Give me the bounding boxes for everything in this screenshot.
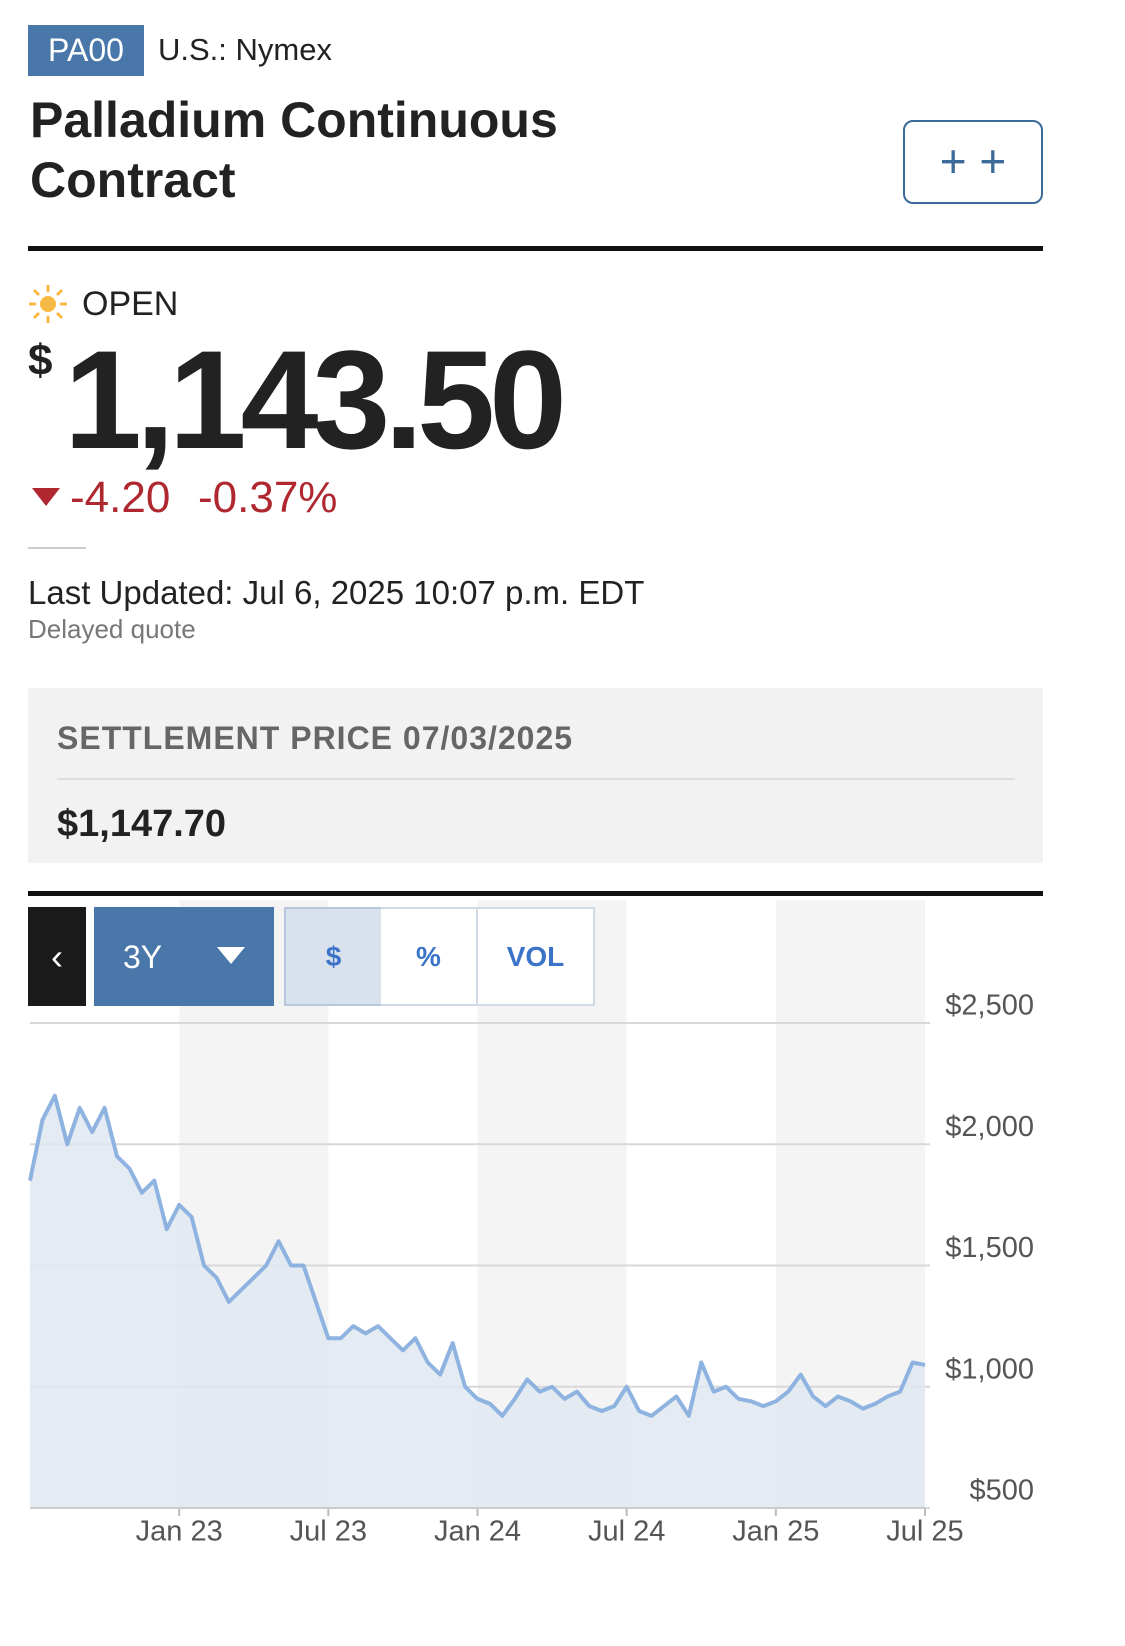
y-tick-label: $2,500 bbox=[945, 990, 1034, 1022]
x-tick-label: Jan 24 bbox=[434, 1516, 521, 1548]
tab-percent[interactable]: % bbox=[381, 907, 478, 1006]
y-tick-label: $1,500 bbox=[945, 1232, 1034, 1264]
y-tick-label: $1,000 bbox=[945, 1353, 1034, 1385]
x-tick-label: Jan 23 bbox=[136, 1516, 223, 1548]
x-tick-label: Jul 23 bbox=[290, 1516, 367, 1548]
currency-symbol: $ bbox=[28, 336, 53, 385]
down-arrow bbox=[32, 488, 60, 506]
tab-volume[interactable]: VOL bbox=[478, 907, 595, 1006]
area bbox=[30, 1095, 925, 1508]
tab-dollar[interactable]: $ bbox=[284, 907, 383, 1006]
settlement-value: $1,147.70 bbox=[57, 803, 227, 845]
delay-note: Delayed quote bbox=[28, 614, 196, 644]
settlement-box: SETTLEMENT PRICE 07/03/2025 $1,147.70 bbox=[28, 688, 1043, 863]
symbol-badge: PA00 bbox=[28, 25, 144, 76]
x-tick-label: Jul 24 bbox=[588, 1516, 665, 1548]
watchlist-button[interactable]: + + bbox=[903, 120, 1043, 204]
divider bbox=[28, 891, 1043, 896]
y-tick-label: $2,000 bbox=[945, 1111, 1034, 1143]
divider bbox=[57, 778, 1015, 780]
market-status: OPEN bbox=[82, 285, 179, 323]
y-tick-label: $500 bbox=[969, 1475, 1034, 1507]
price-change: -4.20 bbox=[70, 473, 171, 522]
price-change-percent: -0.37% bbox=[198, 473, 338, 522]
dropdown-arrow bbox=[217, 947, 245, 964]
price: 1,143.50 bbox=[64, 321, 567, 478]
range-label: 3Y bbox=[123, 939, 163, 975]
range-dropdown[interactable]: 3Y bbox=[94, 907, 274, 1006]
x-tick-label: Jan 25 bbox=[732, 1516, 819, 1548]
last-updated: Last Updated: Jul 6, 2025 10:07 p.m. EDT bbox=[28, 574, 645, 611]
x-tick-label: Jul 25 bbox=[886, 1516, 963, 1548]
price-line bbox=[28, 1093, 926, 1418]
instrument-title: Palladium Continuous Contract bbox=[30, 92, 558, 208]
sun-icon bbox=[29, 285, 67, 323]
divider bbox=[28, 246, 1043, 251]
back-button[interactable]: ‹ bbox=[28, 907, 86, 1006]
divider bbox=[28, 547, 86, 549]
settlement-label: SETTLEMENT PRICE 07/03/2025 bbox=[57, 720, 574, 756]
exchange: U.S.: Nymex bbox=[158, 32, 332, 67]
